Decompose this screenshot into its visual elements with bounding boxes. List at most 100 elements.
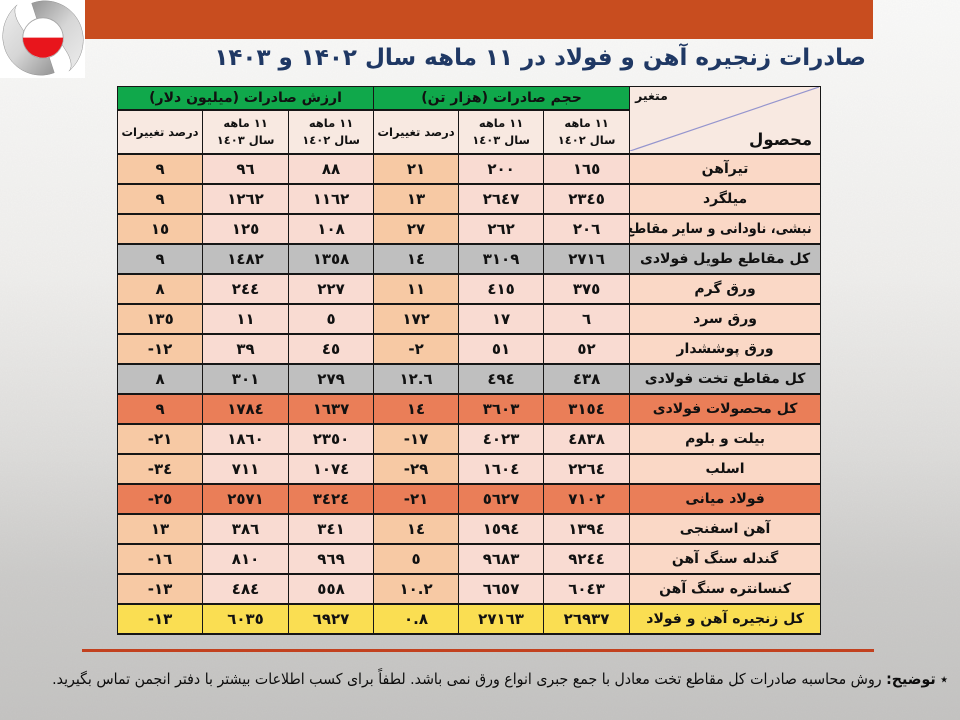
pct-change-header-label: درصد تغییرات [121, 124, 199, 139]
product-name: گندله سنگ آهن [671, 551, 779, 567]
value-1403-cell: ٨١٠ [202, 543, 290, 575]
exports-table: متغیر محصول حجم صادرات (هزار تن) ارزش صا… [116, 86, 822, 635]
table-row-normal: ورق پوششدار ٥٢ ٥١ -٢ ٤٥ ٣٩ -١٢ [116, 333, 822, 365]
value-1403-cell: ١٤٨٢ [202, 243, 290, 275]
value-pct-change-cell: ٨ [116, 273, 204, 305]
product-cell: کل زنجیره آهن و فولاد [629, 603, 822, 635]
volume-1402-cell: ٢٧١٦ [543, 243, 631, 275]
product-cell: کل محصولات فولادی [629, 393, 822, 425]
table-row-normal: نبشی، ناودانی و سایر مقاطع ٢٠٦ ٢٦٢ ٢٧ ١٠… [116, 213, 822, 245]
value-1402-cell: ١١٦٢ [288, 183, 375, 215]
value-pct-change-cell: -١٣ [116, 573, 204, 605]
volume-1402-cell: ١٣٩٤ [543, 513, 631, 545]
table-row-normal: ورق گرم ٣٧٥ ٤١٥ ١١ ٢٢٧ ٢٤٤ ٨ [116, 273, 822, 305]
value-pct-change-cell: -١٦ [116, 543, 204, 575]
volume-1403-cell: ١٥٩٤ [458, 513, 545, 545]
table-row-normal: آهن اسفنجی ١٣٩٤ ١٥٩٤ ١٤ ٣٤١ ٣٨٦ ١٣ [116, 513, 822, 545]
product-name: کل زنجیره آهن و فولاد [646, 611, 804, 627]
table-row-salmon: فولاد میانی ٧١٠٢ ٥٦٢٧ -٢١ ٣٤٢٤ ٢٥٧١ -٢٥ [116, 483, 822, 515]
table-row-normal: تیرآهن ١٦٥ ٢٠٠ ٢١ ٨٨ ٩٦ ٩ [116, 153, 822, 185]
top-banner [85, 0, 873, 39]
volume-1403-cell: ٩٦٨٣ [458, 543, 545, 575]
volume-1402-cell: ٩٢٤٤ [543, 543, 631, 575]
volume-1403-cell: ٢٦٤٧ [458, 183, 545, 215]
value-1403-cell: ٩٦ [202, 153, 290, 185]
volume-pct-change-cell: ٠.٨ [373, 603, 460, 635]
volume-1403-cell: ٢٧١٦٣ [458, 603, 545, 635]
volume-pct-change-cell: ١٣ [373, 183, 460, 215]
value-1403-cell: ١٢٦٢ [202, 183, 290, 215]
diagonal-divider [630, 87, 820, 151]
pct-change-header-label: درصد تغییرات [377, 124, 455, 139]
table-row-yellow: کل زنجیره آهن و فولاد ٢٦٩٣٧ ٢٧١٦٣ ٠.٨ ٦٩… [116, 603, 822, 635]
header-line: سال ١٤٠٢ [557, 133, 616, 147]
volume-pct-change-cell: ١٧٢ [373, 303, 460, 335]
value-1402-cell: ٢٣٥٠ [288, 423, 375, 455]
product-cell: آهن اسفنجی [629, 513, 822, 545]
value-1402-cell: ٣٤٢٤ [288, 483, 375, 515]
header-line: ١١ ماهه [223, 116, 268, 130]
volume-1402-cell: ٤٨٣٨ [543, 423, 631, 455]
value-1403-cell: ٢٤٤ [202, 273, 290, 305]
volume-1402-cell: ٦ [543, 303, 631, 335]
value-1402-cell: ٣٤١ [288, 513, 375, 545]
value-1402-cell: ١٠٧٤ [288, 453, 375, 485]
table-row-normal: گندله سنگ آهن ٩٢٤٤ ٩٦٨٣ ٥ ٩٦٩ ٨١٠ -١٦ [116, 543, 822, 575]
header-line: ١١ ماهه [308, 116, 354, 130]
product-name: فولاد میانی [685, 491, 765, 507]
value-group-header: ارزش صادرات (میلیون دلار) [116, 86, 375, 111]
value-pct-change-cell: ١٥ [116, 213, 204, 245]
footnote-label: توضیح: [886, 670, 936, 688]
table-row-gray: کل مقاطع طویل فولادی ٢٧١٦ ٣١٠٩ ١٤ ١٣٥٨ ١… [116, 243, 822, 275]
volume-pct-change-cell: ٥ [373, 543, 460, 575]
value-1402-cell: ٨٨ [288, 153, 375, 185]
volume-1402-cell: ٥٢ [543, 333, 631, 365]
group-header-row: متغیر محصول حجم صادرات (هزار تن) ارزش صا… [116, 86, 822, 155]
value-pct-change-cell: -١٢ [116, 333, 204, 365]
value-pct-change-cell: ٩ [116, 183, 204, 215]
corner-variable-label: متغیر [635, 88, 668, 103]
value-1403-cell: ٣٩ [202, 333, 290, 365]
volume-1403-cell: ٢٦٢ [458, 213, 545, 245]
product-name: کنسانتره سنگ آهن [659, 581, 792, 597]
product-name: کل مقاطع طویل فولادی [640, 251, 811, 267]
product-cell: کل مقاطع طویل فولادی [629, 243, 822, 275]
value-1402-cell: ٥٥٨ [288, 573, 375, 605]
product-cell: اسلب [629, 453, 822, 485]
product-cell: تیرآهن [629, 153, 822, 185]
table-row-gray: کل مقاطع تخت فولادی ٤٣٨ ٤٩٤ ١٢.٦ ٢٧٩ ٣٠١… [116, 363, 822, 395]
product-name: اسلب [705, 461, 745, 477]
value-1402-cell: ٤٥ [288, 333, 375, 365]
corner-header-cell: متغیر محصول [629, 86, 822, 155]
value-1403-cell: ٤٨٤ [202, 573, 290, 605]
value-1402-cell: ٥ [288, 303, 375, 335]
table-row-salmon: کل محصولات فولادی ٣١٥٤ ٣٦٠٣ ١٤ ١٦٣٧ ١٧٨٤… [116, 393, 822, 425]
volume-1402-cell: ٢٦٩٣٧ [543, 603, 631, 635]
volume-1403-cell: ٤١٥ [458, 273, 545, 305]
volume-pct-change-cell: ١٤ [373, 243, 460, 275]
volume-1402-cell: ٤٣٨ [543, 363, 631, 395]
value-1403-cell: ١٨٦٠ [202, 423, 290, 455]
volume-1403-cell: ١٦٠٤ [458, 453, 545, 485]
volume-pct-change-cell: -٢ [373, 333, 460, 365]
volume-1403-cell: ٦٦٥٧ [458, 573, 545, 605]
volume-pct-change-cell: ٢٧ [373, 213, 460, 245]
value-pct-change-cell: ١٣ [116, 513, 204, 545]
volume-1403-cell: ٢٠٠ [458, 153, 545, 185]
header-line: ١١ ماهه [564, 116, 609, 130]
value-pct-change-cell: -٢١ [116, 423, 204, 455]
column-header-row: ١١ ماهه سال ١٤٠٢ ١١ ماهه سال ١٤٠٣ درصد تغی… [116, 109, 821, 155]
value-1402-cell: ٢٧٩ [288, 363, 375, 395]
volume-pct-change-cell: ١٢.٦ [373, 363, 460, 395]
volume-pct-header: درصد تغییرات [373, 109, 460, 155]
value-pct-change-cell: -٣٤ [116, 453, 204, 485]
product-name: تیرآهن [701, 161, 749, 177]
footnote-line: ٭ توضیح: روش محاسبه صادرات کل مقاطع تخت … [52, 666, 948, 692]
header-line: ١١ ماهه [478, 116, 524, 130]
corner-product-label: محصول [749, 130, 813, 149]
value-1403-cell: ٧١١ [202, 453, 290, 485]
product-name: نبشی، ناودانی و سایر مقاطع [629, 221, 812, 237]
header-line: سال ١٤٠٣ [472, 133, 530, 147]
value-pct-change-cell: -٢٥ [116, 483, 204, 515]
footnote: ٭ توضیح: روش محاسبه صادرات کل مقاطع تخت … [48, 666, 948, 692]
